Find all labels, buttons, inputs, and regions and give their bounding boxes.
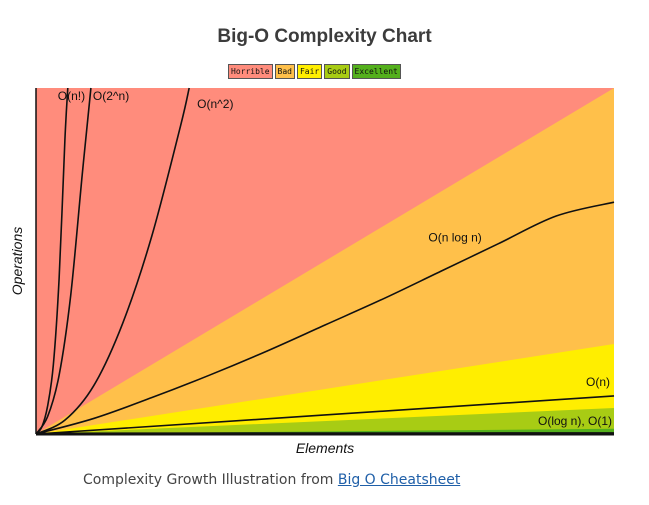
legend-horrible: Horrible [228,64,273,79]
band-good [36,408,614,434]
caption: Complexity Growth Illustration from Big … [83,472,460,488]
legend-excellent: Excellent [351,64,401,79]
y-axis-title: Operations [9,227,25,295]
label-o-log-n-o-1: O(log n), O(1) [538,414,612,428]
x-axis-title: Elements [296,440,354,456]
label-o-2-n: O(2^n) [93,89,129,103]
legend-fair: Fair [296,64,323,79]
chart-title: Big-O Complexity Chart [217,26,432,47]
complexity-bands [36,88,614,434]
curve-o-n [35,395,615,435]
legend-bad: Bad [274,64,295,79]
big-o-cheatsheet-link[interactable]: Big O Cheatsheet [337,472,461,488]
big-o-chart: O(n!) O(2^n) O(n^2) O(n log n) O(n) O(log n),… [9,87,615,456]
label-o-n-2: O(n^2) [197,97,233,111]
band-bad [36,88,614,434]
curve-o-2-n [35,87,92,435]
label-o-n: O(n!) [58,89,85,103]
legend: Horrible Bad Fair Good Excellent [228,64,401,79]
caption-text: Complexity Growth Illustration from [83,472,338,488]
label-o-n: O(n) [586,375,610,389]
curve-o-n-log-n [35,201,615,435]
band-fair [36,344,614,434]
curve-labels: O(n!) O(2^n) O(n^2) O(n log n) O(n) O(log n),… [58,89,612,428]
curve-o-n-2 [35,87,190,435]
legend-good: Good [324,64,350,79]
label-o-n-log-n: O(n log n) [428,231,481,245]
